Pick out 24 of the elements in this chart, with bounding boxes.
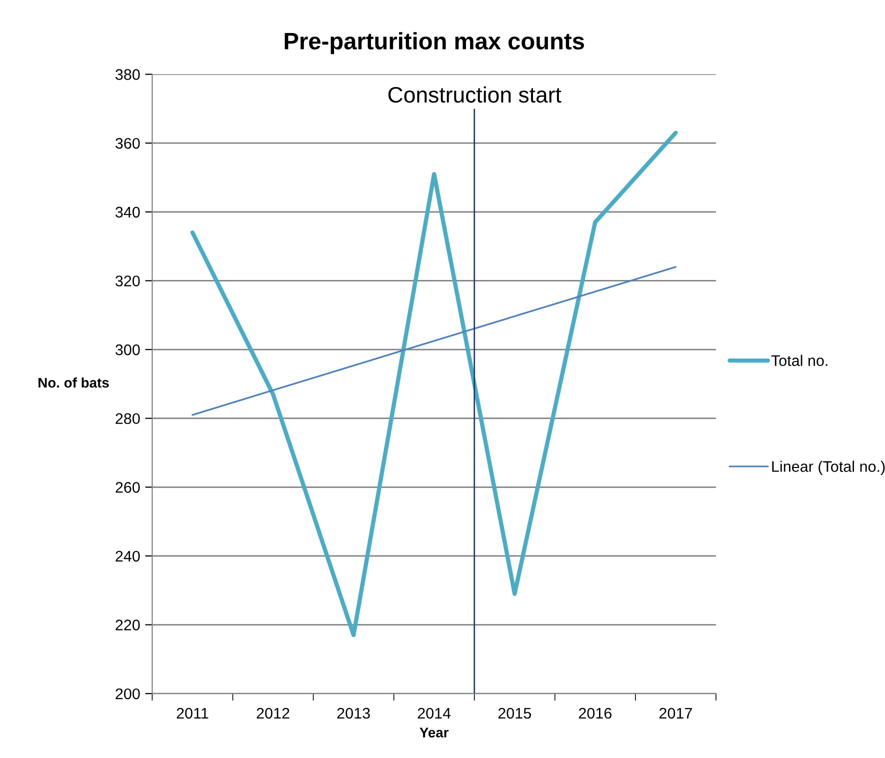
x-tick-label: 2014	[418, 708, 451, 719]
y-axis-title: No. of bats	[38, 377, 109, 388]
x-tick-label: 2013	[337, 708, 370, 719]
y-tick-label: 380	[116, 69, 140, 80]
x-tick-label: 2011	[176, 708, 208, 719]
x-axis-title: Year	[420, 728, 449, 738]
y-tick-label: 340	[116, 206, 140, 218]
chart-title: Pre-parturition max counts	[284, 32, 584, 54]
y-tick-label: 300	[116, 344, 140, 356]
ref-line-label: Construction start	[388, 86, 562, 103]
line-series	[190, 130, 678, 638]
y-tick-label: 220	[116, 620, 140, 630]
y-tick-label: 280	[116, 413, 140, 424]
y-tick-label: 260	[116, 482, 140, 493]
y-tick-label: 200	[116, 688, 140, 700]
x-tick-label: 2015	[498, 708, 531, 719]
x-tick-label: 2012	[256, 708, 290, 719]
legend-label: Linear (Total no.)	[772, 460, 885, 475]
y-tick-label: 320	[116, 276, 140, 286]
y-tick-label: 240	[116, 550, 140, 562]
x-tick-label: 2016	[578, 708, 612, 719]
x-tick-label: 2017	[659, 708, 692, 719]
legend-label: Total no.	[771, 354, 828, 366]
y-tick-label: 360	[116, 138, 140, 149]
